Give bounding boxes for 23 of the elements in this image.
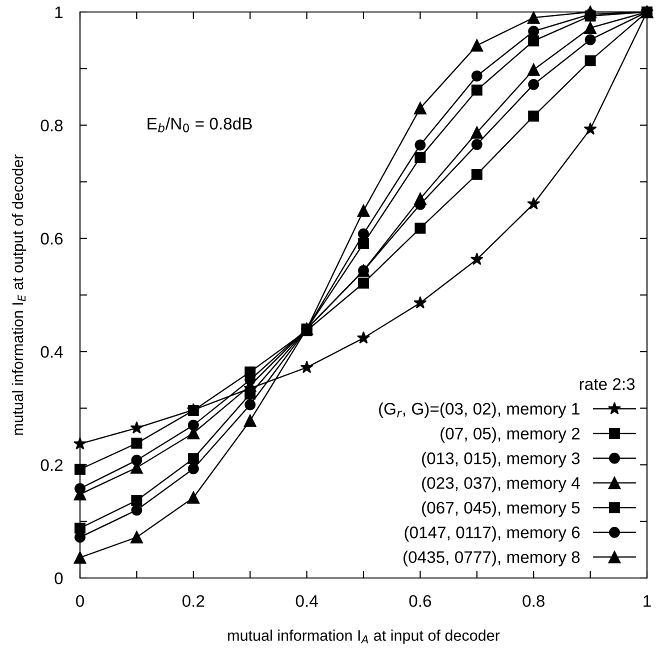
x-tick-label: 0 [76,595,84,607]
y-axis-title: mutual information I$_{E}$ at output of decoder [12,154,26,435]
legend-title: rate 2:3 [580,378,635,390]
legend-label: (07, 05), memory 2 [440,427,580,443]
x-tick-label: 0.4 [296,595,318,607]
y-tick-label: 0.8 [40,120,63,132]
x-tick-label: 0.6 [409,595,432,607]
y-tick-label: 0.4 [40,346,63,358]
x-tick-label: 1 [644,595,651,607]
legend-label: (067, 045), memory 5 [422,501,580,517]
y-tick-label: 0.2 [40,459,62,472]
x-tick-label: 0.2 [182,595,204,607]
legend-label: (023, 037), memory 4 [422,476,580,492]
legend-label: (0435, 0777), memory 8 [404,550,580,566]
annotation: E$_{b}$/N$_{0}$ = 0.8dB [148,117,252,132]
y-tick-label: 1 [55,6,63,18]
legend-label: (013, 015), memory 3 [422,452,580,468]
legend-label: (0147, 0117), memory 6 [404,526,580,542]
x-axis-title: mutual information I$_{A}$ at input of decoder [228,630,500,644]
y-tick-label: 0 [54,572,63,584]
legend-label: (G$_{r}$, G)=(03, 02), memory 1 [379,402,580,418]
y-tick-label: 0.6 [40,232,63,245]
x-tick-label: 0.8 [522,595,544,607]
